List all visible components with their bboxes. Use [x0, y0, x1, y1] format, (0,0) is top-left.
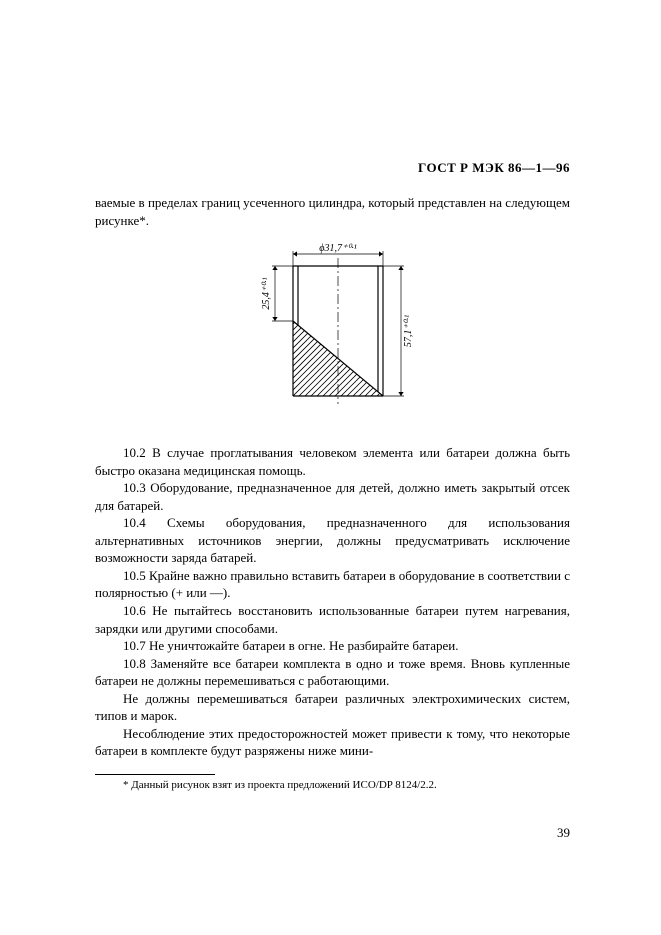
paragraph-mix-warning: Не должны перемешиваться батареи различн…	[95, 690, 570, 725]
svg-text:ϕ31,7⁺⁰·¹: ϕ31,7⁺⁰·¹	[319, 243, 356, 254]
truncated-cylinder-diagram: ϕ31,7⁺⁰·¹ 25,4⁺⁰·¹ 57,1⁺⁰·¹	[223, 241, 443, 421]
paragraph-consequence: Несоблюдение этих предосторожностей може…	[95, 725, 570, 760]
paragraph-10-3: 10.3 Оборудование, предназначенное для д…	[95, 479, 570, 514]
footnote-text: * Данный рисунок взят из проекта предлож…	[95, 779, 570, 791]
paragraph-10-2: 10.2 В случае проглатывания человеком эл…	[95, 444, 570, 479]
footnote-separator	[95, 774, 215, 775]
paragraph-10-7: 10.7 Не уничтожайте батареи в огне. Не р…	[95, 637, 570, 655]
paragraph-10-4: 10.4 Схемы оборудования, предназначенног…	[95, 514, 570, 567]
paragraph-10-6: 10.6 Не пытайтесь восстановить использов…	[95, 602, 570, 637]
continuation-text: ваемые в пределах границ усеченного цили…	[95, 194, 570, 229]
figure-container: ϕ31,7⁺⁰·¹ 25,4⁺⁰·¹ 57,1⁺⁰·¹	[95, 241, 570, 426]
page-number: 39	[557, 825, 570, 841]
svg-text:25,4⁺⁰·¹: 25,4⁺⁰·¹	[261, 277, 272, 309]
svg-text:57,1⁺⁰·¹: 57,1⁺⁰·¹	[403, 315, 414, 347]
document-header: ГОСТ Р МЭК 86—1—96	[95, 160, 570, 176]
paragraph-10-8: 10.8 Заменяйте все батареи комплекта в о…	[95, 655, 570, 690]
paragraph-10-5: 10.5 Крайне важно правильно вставить бат…	[95, 567, 570, 602]
